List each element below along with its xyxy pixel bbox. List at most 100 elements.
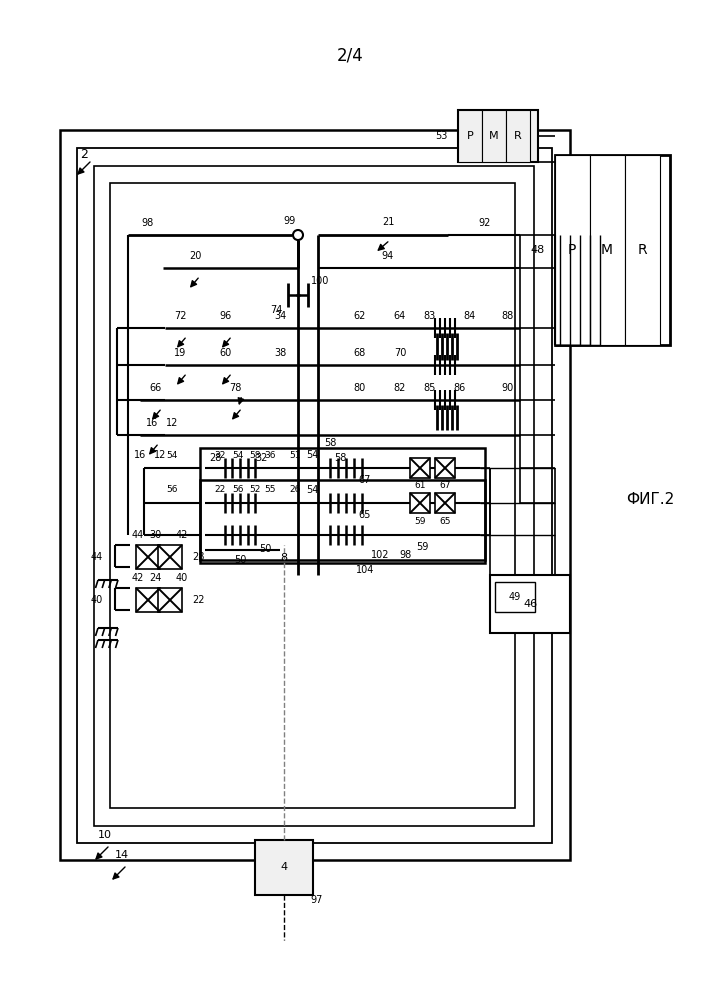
Bar <box>555 155 670 345</box>
Text: 72: 72 <box>174 311 186 321</box>
Text: 50: 50 <box>259 544 271 554</box>
Text: 68: 68 <box>354 348 366 358</box>
Text: 97: 97 <box>310 895 322 905</box>
Text: 52: 52 <box>250 486 261 494</box>
Text: 21: 21 <box>382 217 394 227</box>
Text: 66: 66 <box>149 383 161 393</box>
Text: 59: 59 <box>416 542 428 552</box>
Text: 98: 98 <box>142 218 154 228</box>
Text: 80: 80 <box>354 383 366 393</box>
Text: 65: 65 <box>359 510 372 520</box>
Text: 59: 59 <box>414 516 426 526</box>
Text: 74: 74 <box>270 305 283 315</box>
Text: ФИГ.2: ФИГ.2 <box>626 492 674 508</box>
Text: 40: 40 <box>176 573 188 583</box>
Text: 48: 48 <box>531 245 545 255</box>
Text: 99: 99 <box>284 216 296 226</box>
Text: 62: 62 <box>354 311 366 321</box>
Text: 10: 10 <box>98 830 112 840</box>
Text: 56: 56 <box>232 486 244 494</box>
Text: 36: 36 <box>264 450 275 460</box>
Text: M: M <box>601 243 613 257</box>
Text: 28: 28 <box>209 453 222 463</box>
Bar <box>435 458 455 478</box>
Text: 22: 22 <box>192 595 205 605</box>
Bar <box>495 582 535 612</box>
Text: 70: 70 <box>394 348 406 358</box>
Text: 12: 12 <box>166 418 178 428</box>
Bar <box>60 130 570 860</box>
Bar <box>136 588 160 612</box>
Text: 16: 16 <box>134 450 146 460</box>
Bar <box>200 448 485 563</box>
Bar <box>458 110 538 162</box>
Text: R: R <box>514 131 522 141</box>
Text: 65: 65 <box>440 516 451 526</box>
Text: 58: 58 <box>250 450 261 460</box>
Bar <box>458 110 482 162</box>
Text: 51: 51 <box>290 450 301 460</box>
Text: 102: 102 <box>371 550 389 560</box>
Text: 56: 56 <box>166 486 178 494</box>
Text: 54: 54 <box>306 450 318 460</box>
Text: 4: 4 <box>280 862 287 872</box>
Text: 40: 40 <box>90 595 103 605</box>
Text: 44: 44 <box>90 552 103 562</box>
Text: 96: 96 <box>219 311 231 321</box>
Text: 98: 98 <box>399 550 411 560</box>
Text: 20: 20 <box>189 251 201 261</box>
Text: 14: 14 <box>115 850 129 860</box>
Text: 16: 16 <box>146 418 158 428</box>
Text: 46: 46 <box>523 599 537 609</box>
Bar <box>77 148 552 843</box>
Text: R: R <box>637 243 647 257</box>
Text: 2: 2 <box>80 148 88 161</box>
Text: 19: 19 <box>174 348 186 358</box>
Bar <box>410 458 430 478</box>
Text: 12: 12 <box>154 450 166 460</box>
Text: 86: 86 <box>454 383 466 393</box>
Text: 2/4: 2/4 <box>336 46 363 64</box>
Text: 64: 64 <box>394 311 406 321</box>
Text: 28: 28 <box>192 552 205 562</box>
Text: M: M <box>489 131 499 141</box>
Text: 24: 24 <box>149 573 161 583</box>
Text: 22: 22 <box>215 486 226 494</box>
Text: 82: 82 <box>394 383 406 393</box>
Text: 84: 84 <box>464 311 476 321</box>
Bar <box>94 166 534 826</box>
Text: 42: 42 <box>132 573 144 583</box>
Text: 94: 94 <box>382 251 394 261</box>
Bar <box>435 493 455 513</box>
Text: 58: 58 <box>334 453 346 463</box>
Text: 42: 42 <box>176 530 188 540</box>
Bar <box>255 840 313 895</box>
Bar <box>506 110 530 162</box>
Bar <box>200 480 485 560</box>
Text: P: P <box>467 131 473 141</box>
Text: 83: 83 <box>424 311 436 321</box>
Bar <box>625 155 660 345</box>
Text: 88: 88 <box>502 311 514 321</box>
Bar <box>136 545 160 569</box>
Bar <box>110 183 515 808</box>
Text: 100: 100 <box>311 276 329 286</box>
Text: 104: 104 <box>356 565 374 575</box>
Bar <box>555 155 590 345</box>
Bar <box>590 155 625 345</box>
Circle shape <box>293 230 303 240</box>
Text: 92: 92 <box>479 218 491 228</box>
Text: 50: 50 <box>234 555 246 565</box>
Text: 8: 8 <box>280 553 287 563</box>
Text: 53: 53 <box>435 131 448 141</box>
Text: 30: 30 <box>149 530 161 540</box>
Text: P: P <box>568 243 576 257</box>
Bar <box>158 588 182 612</box>
Text: 90: 90 <box>502 383 514 393</box>
Text: 67: 67 <box>359 475 372 485</box>
Bar <box>490 575 570 633</box>
Bar <box>158 545 182 569</box>
Text: 55: 55 <box>264 486 275 494</box>
Text: 38: 38 <box>274 348 286 358</box>
Text: 67: 67 <box>440 482 451 490</box>
